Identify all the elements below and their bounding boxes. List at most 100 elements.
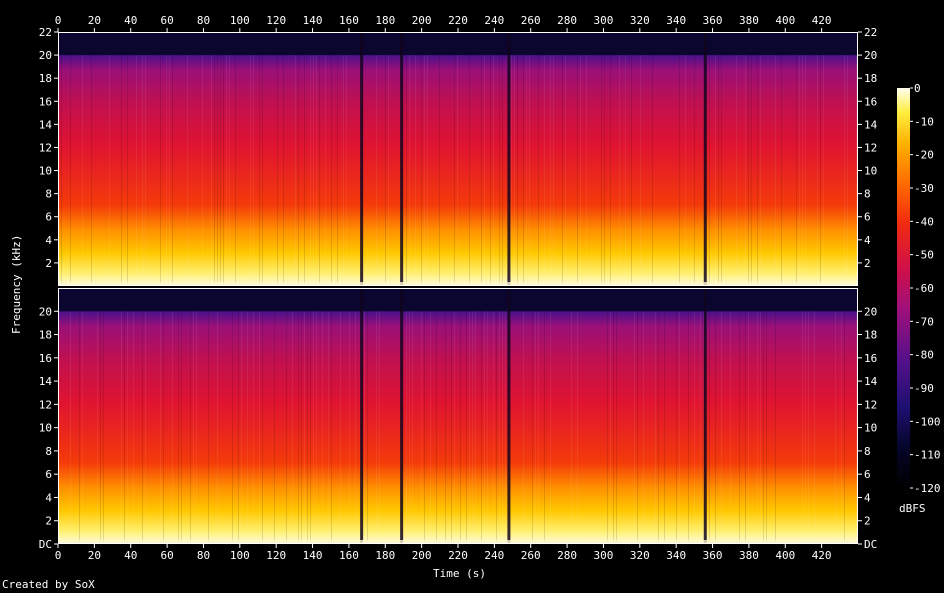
channel-1-y-tick-right: 20: [864, 49, 877, 62]
colorbar-tick: 0: [914, 82, 921, 95]
x-tick-top: 300: [594, 14, 614, 27]
colorbar-tick: -100: [914, 415, 941, 428]
x-tick-top: 280: [557, 14, 577, 27]
channel-2-y-tick-right: 2: [864, 515, 871, 528]
channel-2-y-tick-right: 4: [864, 491, 871, 504]
colorbar-tick: -90: [914, 382, 934, 395]
colorbar-tick: -10: [914, 115, 934, 128]
channel-1-y-tick-right: 14: [864, 118, 878, 131]
channel-2-y-tick-right: 10: [864, 422, 877, 435]
channel-2-spectrum: [58, 288, 858, 544]
channel-2-quiet-gap-0: [360, 288, 364, 544]
channel-2-quiet-gap-3: [703, 288, 707, 544]
channel-2-y-tick-left: DC: [39, 538, 52, 551]
channel-2-y-tick-left: 12: [39, 398, 52, 411]
x-tick-top: 200: [412, 14, 432, 27]
x-tick-top: 140: [303, 14, 323, 27]
x-tick-bottom: 400: [775, 549, 795, 562]
x-tick-bottom: 60: [160, 549, 173, 562]
x-tick-top: 260: [521, 14, 541, 27]
channel-1-y-tick-right: 22: [864, 26, 877, 39]
x-tick-top: 20: [88, 14, 101, 27]
channel-2-y-tick-left: 18: [39, 329, 52, 342]
colorbar: [897, 88, 910, 488]
channel-1-above-cutoff: [58, 32, 858, 56]
channel-2-quiet-gap-2: [507, 288, 511, 544]
x-tick-bottom: 180: [375, 549, 395, 562]
x-tick-bottom: 20: [88, 549, 101, 562]
credit-text: Created by SoX: [2, 578, 95, 591]
x-tick-top: 0: [55, 14, 62, 27]
x-tick-bottom: 200: [412, 549, 432, 562]
channel-1-y-tick-left: 16: [39, 95, 52, 108]
x-tick-top: 400: [775, 14, 795, 27]
colorbar-tick: -50: [914, 249, 934, 262]
channel-2-y-tick-right: 18: [864, 329, 877, 342]
channel-1-y-tick-left: 22: [39, 26, 52, 39]
channel-2-y-tick-left: 6: [45, 468, 52, 481]
x-tick-top: 240: [484, 14, 504, 27]
channel-2-y-tick-left: 20: [39, 305, 52, 318]
x-tick-bottom: 420: [812, 549, 832, 562]
x-tick-bottom: 140: [303, 549, 323, 562]
channel-2-y-tick-right: 14: [864, 375, 878, 388]
channel-1-y-tick-left: 8: [45, 188, 52, 201]
x-tick-bottom: 320: [630, 549, 650, 562]
x-tick-bottom: 360: [703, 549, 723, 562]
channel-2-y-tick-right: 8: [864, 445, 871, 458]
channel-1-y-tick-right: 2: [864, 257, 871, 270]
channel-1-y-tick-right: 10: [864, 165, 877, 178]
x-tick-top: 100: [230, 14, 250, 27]
channel-1-quiet-gap-1: [400, 32, 404, 286]
x-tick-top: 420: [812, 14, 832, 27]
x-tick-bottom: 240: [484, 549, 504, 562]
x-tick-top: 80: [197, 14, 210, 27]
channel-2-y-tick-right: 6: [864, 468, 871, 481]
x-tick-top: 340: [666, 14, 686, 27]
channel-2-y-tick-left: 4: [45, 491, 52, 504]
colorbar-tick: -70: [914, 315, 934, 328]
x-tick-bottom: 280: [557, 549, 577, 562]
channel-1-y-tick-left: 18: [39, 72, 52, 85]
colorbar-label: dBFS: [899, 502, 926, 515]
x-tick-bottom: 300: [594, 549, 614, 562]
channel-1-y-tick-right: 6: [864, 211, 871, 224]
x-tick-bottom: 260: [521, 549, 541, 562]
y-axis-label: Frequency (kHz): [10, 234, 23, 334]
colorbar-tick: -60: [914, 282, 934, 295]
channel-2-y-tick-left: 10: [39, 422, 52, 435]
channel-2-y-tick-left: 2: [45, 515, 52, 528]
channel-1-y-tick-left: 14: [39, 118, 53, 131]
channel-2-y-tick-left: 16: [39, 352, 52, 365]
x-tick-top: 60: [160, 14, 173, 27]
x-tick-bottom: 340: [666, 549, 686, 562]
colorbar-tick: -120: [914, 482, 941, 495]
x-tick-top: 180: [375, 14, 395, 27]
x-tick-top: 160: [339, 14, 359, 27]
x-tick-bottom: 40: [124, 549, 137, 562]
channel-2-y-tick-right: 12: [864, 398, 877, 411]
channel-1-quiet-gap-0: [360, 32, 364, 286]
channel-1-frame: [58, 32, 858, 286]
x-tick-top: 40: [124, 14, 137, 27]
x-tick-bottom: 100: [230, 549, 250, 562]
colorbar-tick: -110: [914, 449, 941, 462]
channel-1-spectrum: [58, 32, 858, 286]
channel-2-y-tick-left: 14: [39, 375, 53, 388]
channel-1-y-tick-right: 18: [864, 72, 877, 85]
channel-2-y-tick-right: DC: [864, 538, 877, 551]
channel-2-quiet-gap-1: [400, 288, 404, 544]
x-tick-bottom: 160: [339, 549, 359, 562]
x-tick-top: 120: [266, 14, 286, 27]
colorbar-tick: -40: [914, 215, 934, 228]
channel-1-y-tick-right: 12: [864, 141, 877, 154]
x-axis-label: Time (s): [433, 567, 486, 580]
channel-1-y-tick-left: 20: [39, 49, 52, 62]
x-tick-bottom: 220: [448, 549, 468, 562]
x-tick-bottom: 0: [55, 549, 62, 562]
channel-1-quiet-gap-3: [703, 32, 707, 286]
x-tick-bottom: 380: [739, 549, 759, 562]
x-tick-top: 220: [448, 14, 468, 27]
x-tick-bottom: 80: [197, 549, 210, 562]
x-tick-top: 380: [739, 14, 759, 27]
